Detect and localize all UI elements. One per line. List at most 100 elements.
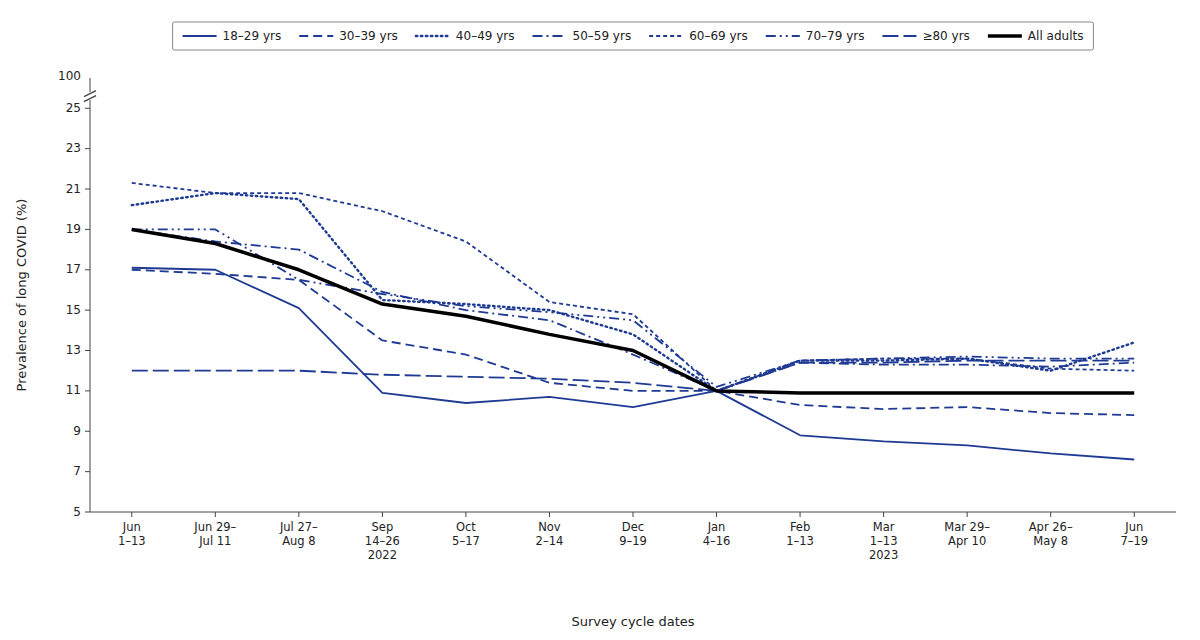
axis-break [84, 91, 96, 102]
y-tick-label: 9 [73, 424, 81, 438]
x-tick-label: Mar1–132023 [869, 520, 898, 562]
legend-swatch [533, 35, 567, 37]
x-tick-label-line: Jun [122, 520, 141, 534]
legend-label: 40–49 yrs [456, 29, 515, 43]
series-line [132, 183, 1134, 391]
x-tick-label-line: 1–13 [786, 534, 814, 548]
legend-swatch [416, 35, 450, 37]
x-tick-label-line: May 8 [1033, 534, 1068, 548]
x-tick [298, 512, 299, 517]
series-line [132, 229, 1134, 393]
y-tick [85, 269, 90, 270]
legend-label: 50–59 yrs [573, 29, 632, 43]
axis-break-mark [84, 96, 96, 102]
x-tick-label-line: 1–13 [870, 534, 898, 548]
x-tick [215, 512, 216, 517]
y-tick [85, 189, 90, 190]
x-tick-label: Jun 29–Jul 11 [193, 520, 236, 548]
legend-swatch [183, 35, 217, 37]
y-axis-label: Prevalence of long COVID (%) [14, 199, 29, 392]
x-tick-label-line: Jul 27– [279, 520, 318, 534]
x-tick-label-line: Oct [456, 520, 476, 534]
legend-swatch [882, 35, 916, 37]
series-line [132, 268, 1134, 460]
x-tick-label-line: 14–26 [365, 534, 400, 548]
x-tick-label-line: 2023 [869, 548, 898, 562]
x-tick-label-line: Aug 8 [282, 534, 315, 548]
x-tick-label-line: 7–19 [1120, 534, 1148, 548]
y-tick-label: 15 [66, 303, 81, 317]
x-tick [382, 512, 383, 517]
axes: 5791113151719212325Jun1–13Jun 29–Jul 11J… [66, 78, 1176, 562]
x-tick-label-line: Nov [538, 520, 561, 534]
x-tick-label-line: Sep [372, 520, 394, 534]
x-tick [967, 512, 968, 517]
y-tick-label: 19 [66, 222, 81, 236]
legend-label: ≥80 yrs [922, 29, 969, 43]
y-tick [85, 108, 90, 109]
legend-label: 70–79 yrs [806, 29, 865, 43]
x-tick-label-line: Apr 26– [1029, 520, 1073, 534]
y-tick-label: 11 [66, 383, 81, 397]
x-tick [1134, 512, 1135, 517]
legend-label: 18–29 yrs [223, 29, 282, 43]
legend-swatch [766, 35, 800, 37]
x-tick [633, 512, 634, 517]
legend-swatch [649, 35, 683, 37]
x-tick-label-line: Jul 11 [198, 534, 231, 548]
x-tick-label: Jul 27–Aug 8 [279, 520, 318, 548]
y-tick-label: 21 [66, 182, 81, 196]
x-tick-label-line: 1–13 [118, 534, 146, 548]
legend-items: 18–29 yrs 30–39 yrs 40–49 yrs 50–59 yrs 60–6… [183, 29, 1084, 43]
y-axis-line [90, 78, 91, 512]
series-line [132, 193, 1134, 391]
x-tick-label-line: 9–19 [619, 534, 647, 548]
y-tick [85, 390, 90, 391]
legend-label: 30–39 yrs [339, 29, 398, 43]
series-lines [132, 183, 1134, 460]
series-line [132, 229, 1134, 390]
legend-label: All adults [1028, 29, 1084, 43]
x-tick-label: Mar 29–Apr 10 [944, 520, 990, 548]
x-tick-label: Feb1–13 [786, 520, 814, 548]
y-tick-label: 5 [73, 505, 81, 519]
x-axis-label: Survey cycle dates [571, 614, 694, 629]
y-tick-label: 25 [66, 101, 81, 115]
legend-swatch [988, 34, 1022, 38]
series-line [132, 229, 1134, 386]
x-tick-label: Jun1–13 [118, 520, 146, 548]
x-tick-label-line: Mar 29– [944, 520, 990, 534]
y-tick-label: 17 [66, 262, 81, 276]
x-tick-label-line: 2022 [368, 548, 397, 562]
x-tick-label-line: Mar [873, 520, 895, 534]
y-tick-label: 13 [66, 343, 81, 357]
y-tick [85, 350, 90, 351]
axis-break-mark [84, 91, 96, 97]
y-tick [85, 229, 90, 230]
x-tick-label: Jan4–16 [703, 520, 731, 548]
x-tick-label: Dec9–19 [619, 520, 647, 548]
x-tick-label: Nov2–14 [536, 520, 564, 548]
x-tick-label-line: 2–14 [536, 534, 564, 548]
x-tick [716, 512, 717, 517]
x-tick-label-line: 5–17 [452, 534, 480, 548]
legend-swatch [299, 35, 333, 37]
y-tick-label: 23 [66, 141, 81, 155]
x-tick-label-line: Jan [707, 520, 726, 534]
x-tick [800, 512, 801, 517]
x-tick-label: Jun7–19 [1120, 520, 1148, 548]
x-tick-label: Sep14–262022 [365, 520, 400, 562]
x-tick-label-line: Dec [622, 520, 644, 534]
x-tick-label-line: Feb [790, 520, 810, 534]
x-tick-label: Apr 26–May 8 [1029, 520, 1073, 548]
legend: 18–29 yrs 30–39 yrs 40–49 yrs 50–59 yrs 60–6… [173, 22, 1094, 50]
y-tick-label: 7 [73, 464, 81, 478]
y-tick [85, 471, 90, 472]
legend-label: 60–69 yrs [689, 29, 748, 43]
annotation: 100 [58, 69, 81, 83]
series-line [132, 361, 1134, 391]
x-tick-label-line: 4–16 [703, 534, 731, 548]
x-tick-label: Oct5–17 [452, 520, 480, 548]
x-tick [131, 512, 132, 517]
y-tick [85, 512, 90, 513]
